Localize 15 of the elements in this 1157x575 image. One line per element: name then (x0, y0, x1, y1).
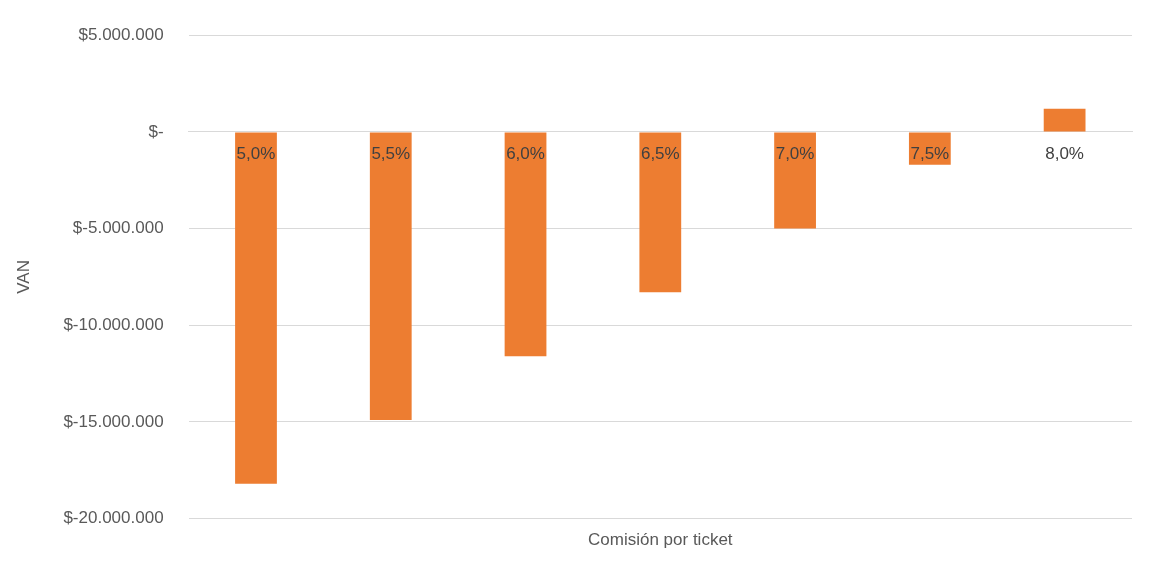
x-tick-label: 6,0% (506, 143, 545, 163)
x-axis-title: Comisión por ticket (588, 530, 733, 550)
x-tick-label: 7,0% (775, 143, 815, 163)
x-tick-label: 7,5% (910, 143, 950, 163)
y-tick-label: $-10.000.000 (63, 314, 164, 334)
x-tick-label: 5,5% (371, 143, 411, 163)
x-tick-label: 5,0% (236, 143, 276, 163)
x-tick-label: 8,0% (1045, 143, 1084, 163)
y-tick-label: $5.000.000 (78, 24, 164, 44)
y-tick-label: $-20.000.000 (63, 508, 164, 528)
y-axis-title: VAN (13, 260, 33, 294)
y-tick-label: $- (148, 121, 164, 141)
y-tick-label: $-5.000.000 (72, 218, 164, 238)
x-tick-label: 6,5% (640, 143, 680, 163)
y-tick-label: $-15.000.000 (63, 411, 164, 431)
